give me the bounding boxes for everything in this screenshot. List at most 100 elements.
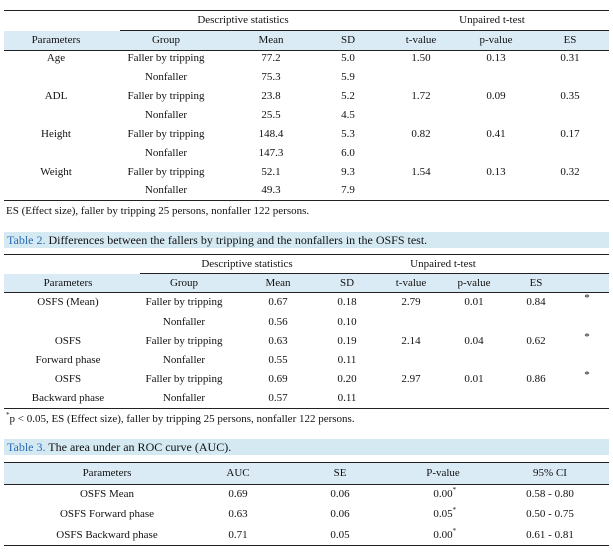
column-header: P-value bbox=[426, 467, 460, 479]
cell: 0.71 bbox=[228, 529, 248, 541]
cell: 0.35 bbox=[560, 90, 580, 102]
cell: 148.4 bbox=[258, 128, 284, 140]
group: Faller by tripping bbox=[127, 90, 205, 102]
cell: 49.3 bbox=[261, 184, 281, 196]
group-header: Descriptive statistics bbox=[201, 258, 293, 270]
column-header: Group bbox=[169, 277, 199, 289]
column-header: Group bbox=[151, 34, 181, 46]
cell: 25.5 bbox=[261, 109, 281, 121]
cell: 5.9 bbox=[341, 71, 355, 83]
cell: 0.17 bbox=[560, 128, 580, 140]
cell: 0.32 bbox=[560, 166, 580, 178]
cell: 2.97 bbox=[401, 373, 421, 385]
column-header: t-value bbox=[405, 34, 437, 46]
cell: 1.50 bbox=[411, 52, 431, 64]
cell: 5.3 bbox=[341, 128, 355, 140]
caption-label: Table 2. bbox=[7, 233, 46, 247]
header-band bbox=[4, 31, 609, 50]
caption: Table 2. Differences between the fallers… bbox=[4, 232, 609, 248]
rule bbox=[4, 254, 609, 255]
cell: 2.79 bbox=[401, 296, 421, 308]
cell: 77.2 bbox=[261, 52, 281, 64]
parameter: OSFS Mean bbox=[79, 488, 135, 500]
cell: 0.69 bbox=[228, 488, 248, 500]
cell: 147.3 bbox=[258, 147, 284, 159]
cell: 0.58 - 0.80 bbox=[526, 488, 574, 500]
cell: 0.05 bbox=[330, 529, 350, 541]
caption: Table 3. The area under an ROC curve (AU… bbox=[4, 439, 609, 455]
cell: 0.55 bbox=[268, 354, 288, 366]
column-header: Parameters bbox=[31, 34, 81, 46]
cell: 0.31 bbox=[560, 52, 580, 64]
p-mark: * bbox=[452, 527, 457, 535]
column-header: Parameters bbox=[43, 277, 93, 289]
cell: 75.3 bbox=[261, 71, 281, 83]
cell: 0.63 bbox=[268, 335, 288, 347]
cell: 9.3 bbox=[341, 166, 355, 178]
group: Faller by tripping bbox=[145, 335, 223, 347]
parameter: Height bbox=[41, 128, 71, 140]
column-header: 95% CI bbox=[533, 467, 567, 479]
cell: 0.67 bbox=[268, 296, 288, 308]
group: Nonfaller bbox=[144, 184, 188, 196]
footnote-text: p < 0.05, ES (Effect size), faller by tr… bbox=[9, 412, 355, 425]
cell: 0.10 bbox=[337, 316, 357, 328]
cell: 5.2 bbox=[341, 90, 355, 102]
cell: 0.01 bbox=[464, 373, 484, 385]
footnote-mark: * bbox=[6, 411, 10, 420]
cell: 0.11 bbox=[337, 392, 357, 404]
footnote: ES (Effect size), faller by tripping 25 … bbox=[6, 205, 310, 217]
parameter: OSFS bbox=[54, 335, 82, 347]
parameter: Forward phase bbox=[35, 354, 101, 366]
header-band bbox=[4, 463, 609, 484]
group: Nonfaller bbox=[162, 316, 206, 328]
cell: 0.06 bbox=[330, 488, 350, 500]
group: Faller by tripping bbox=[127, 128, 205, 140]
header-band bbox=[4, 274, 609, 292]
column-header: p-value bbox=[479, 34, 513, 46]
rule bbox=[4, 200, 609, 201]
cell: 1.54 bbox=[411, 166, 431, 178]
column-header: SE bbox=[333, 467, 347, 479]
column-header: ES bbox=[529, 277, 543, 289]
column-header: SD bbox=[340, 34, 356, 46]
cell: 0.61 - 0.81 bbox=[526, 529, 574, 541]
group: Faller by tripping bbox=[127, 52, 205, 64]
p-mark: * bbox=[452, 486, 457, 494]
mark: * bbox=[584, 292, 590, 304]
cell: 0.09 bbox=[486, 90, 506, 102]
cell: 0.04 bbox=[464, 335, 484, 347]
column-header: Parameters bbox=[82, 467, 132, 479]
parameter: OSFS Backward phase bbox=[56, 529, 158, 541]
group: Nonfaller bbox=[144, 71, 188, 83]
column-header: Mean bbox=[258, 34, 284, 46]
column-header: t-value bbox=[395, 277, 427, 289]
parameter: Age bbox=[46, 52, 66, 64]
column-header: Mean bbox=[265, 277, 291, 289]
rule bbox=[4, 292, 609, 293]
cell: 0.00 * bbox=[433, 486, 457, 500]
rule bbox=[4, 484, 609, 485]
parameter: Weight bbox=[40, 166, 72, 178]
cell: 6.0 bbox=[341, 147, 355, 159]
caption-text: Differences between the fallers by tripp… bbox=[48, 233, 428, 247]
parameter: Backward phase bbox=[31, 392, 105, 404]
cell: 0.06 bbox=[330, 508, 350, 520]
column-header: ES bbox=[563, 34, 577, 46]
column-header: p-value bbox=[457, 277, 491, 289]
footnote: *p < 0.05, ES (Effect size), faller by t… bbox=[6, 411, 355, 425]
parameter: OSFS (Mean) bbox=[37, 296, 99, 308]
cell: 0.18 bbox=[337, 296, 357, 308]
cell: 0.41 bbox=[486, 128, 506, 140]
rule bbox=[120, 30, 609, 31]
cell: 52.1 bbox=[261, 166, 281, 178]
group-header: Descriptive statistics bbox=[197, 14, 289, 26]
cell: 0.69 bbox=[268, 373, 288, 385]
group: Faller by tripping bbox=[127, 166, 205, 178]
parameter: OSFS Forward phase bbox=[59, 508, 155, 520]
column-header: AUC bbox=[226, 467, 250, 479]
group: Nonfaller bbox=[162, 392, 206, 404]
cell: 0.19 bbox=[337, 335, 357, 347]
mark: * bbox=[584, 331, 590, 343]
